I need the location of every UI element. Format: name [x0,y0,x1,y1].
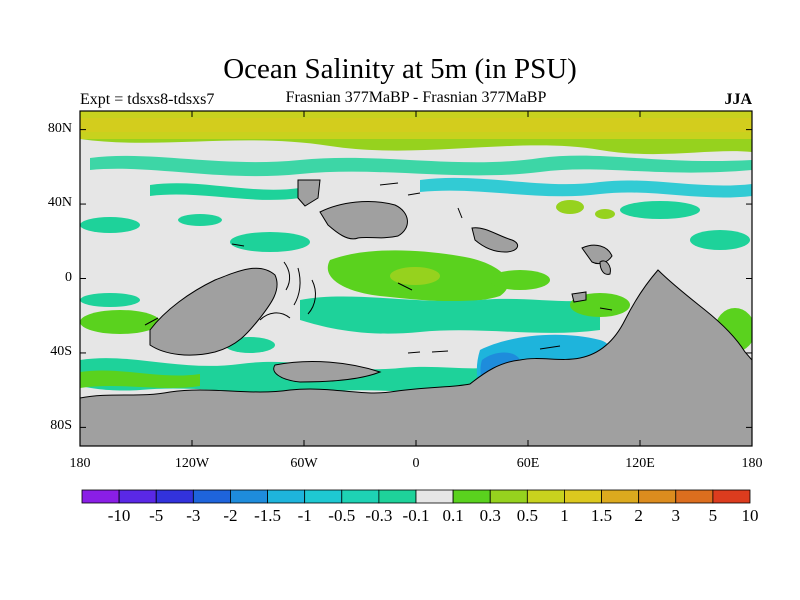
north-negative-streak-3 [420,177,752,198]
north-negative-patch [620,201,700,219]
lat-tick-label: 0 [65,269,72,285]
equatorial-negative-patch [230,232,310,252]
west-positive-patch [80,310,160,334]
colorbar-swatch [601,489,640,504]
colorbar-label: 3 [671,506,681,525]
north-positive-edge [80,139,752,155]
lon-tick-label: 60E [516,456,540,471]
colorbar-swatch [118,489,157,504]
northern-island-small [297,179,321,207]
lon-tick-label: 180 [741,456,763,471]
colorbar-label: 1 [560,506,569,525]
equatorial-negative-zone [300,296,600,334]
land-masses [80,179,752,446]
west-negative-patch [80,293,140,307]
colorbar-swatch [489,489,528,504]
lon-tick-label: 0 [412,456,420,471]
colorbar-swatch [267,489,306,504]
map-ticks [79,111,753,446]
north-negative-streak-1 [90,155,752,177]
colorbar-swatch [452,489,491,504]
north-negative-patch [80,217,140,233]
lon-tick-label: 120W [174,456,210,471]
colorbar-label: -5 [149,506,164,525]
coastline-fragments [144,182,613,354]
mid-islet [571,291,587,303]
eastern-island-small [581,244,613,265]
colorbar-label: -0.1 [402,506,430,525]
colorbar-label: 0.1 [442,506,464,525]
lon-tick-label: 120E [625,456,655,471]
north-negative-patch [690,230,750,250]
colorbar-label: -2 [223,506,238,525]
colorbar-swatch [638,489,677,504]
lat-tick-label: 80S [50,418,72,434]
colorbar-label: 1.5 [590,506,613,525]
experiment-label: Expt = tdsxs8-tdsxs7 [80,91,215,108]
colorbar-label: -10 [107,506,131,525]
southern-land-finger [273,360,382,383]
lon-tick-label: 60W [290,456,318,471]
eastern-islet [599,260,611,275]
lat-tick-label: 80N [47,120,72,136]
southern-continent [80,269,752,446]
colorbar-swatch [341,489,380,504]
period-label: Frasnian 377MaBP - Frasnian 377MaBP [285,89,547,106]
colorbar-swatch [192,489,231,504]
colorbar-label: 10 [741,506,759,525]
colorbar-swatch [564,489,602,504]
north-negative-streak-2 [150,183,300,200]
colorbar-swatch [155,489,194,504]
north-positive-band-inner [80,118,752,132]
colorbar-swatch [712,489,751,504]
north-positive-patch [595,209,615,219]
map-title: Ocean Salinity at 5m (in PSU) [223,53,577,85]
colorbar-label: 0.3 [479,506,501,525]
colorbar-label: -0.5 [328,506,356,525]
season-label: JJA [724,91,752,108]
western-continent [149,267,278,356]
colorbar-swatch [230,489,268,504]
colorbar-label: -1 [297,506,312,525]
colorbar-label: -1.5 [254,506,282,525]
colorbar-label: 0.5 [516,506,538,525]
colorbar-label: 5 [708,506,718,525]
colorbar-label: 2 [634,506,643,525]
northern-island [319,200,408,240]
map-field [80,111,752,446]
colorbar-swatch [526,489,565,504]
colorbar-label: -0.3 [365,506,393,525]
lon-tick-label: 180 [69,456,91,471]
eastern-island [471,227,519,253]
north-negative-patch [178,214,222,226]
colorbar-swatch [675,489,714,504]
south-positive-band [80,370,200,388]
colorbar-label: -3 [186,506,201,525]
colorbar-swatch [415,489,454,504]
equatorial-positive-core [390,267,440,285]
lat-tick-label: 40S [50,343,72,359]
equatorial-positive-patch [490,270,550,290]
colorbar-swatch [304,489,343,504]
colorbar-swatch [378,489,417,504]
colorbar [81,489,751,504]
colorbar-swatch [81,489,120,504]
lat-tick-label: 40N [47,195,72,211]
north-positive-patch [556,200,584,214]
